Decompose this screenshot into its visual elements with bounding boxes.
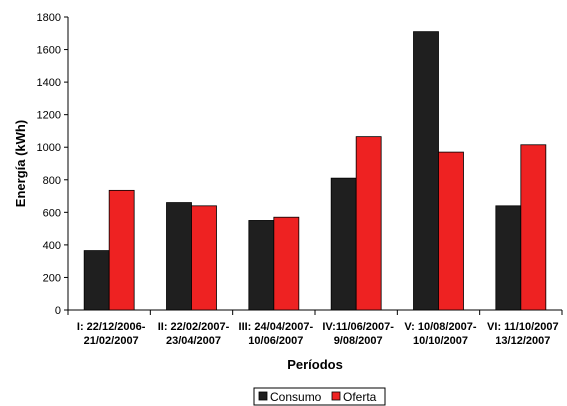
legend-box [253,387,386,406]
bar-consumo [83,250,110,311]
x-tick-label: 13/12/2007 [495,335,550,347]
y-tick-label: 1000 [37,142,61,154]
bar-oferta [355,136,382,311]
x-axis-title: Períodos [287,357,343,372]
y-tick-label: 1200 [37,110,61,122]
legend-swatch-oferta [331,391,341,401]
legend-swatch-consumo [258,391,268,401]
bar-oferta [191,205,217,311]
y-tick-label: 600 [43,207,61,219]
y-tick-label: 200 [43,272,61,284]
x-tick-label: 10/10/2007 [413,335,468,347]
x-tick-label: IV:11/06/2007- [322,321,394,333]
y-tick-label: 1800 [37,12,61,24]
y-tick-label: 1600 [37,45,61,57]
legend: Consumo Oferta [253,387,386,406]
legend-label-oferta: Oferta [343,390,377,404]
x-tick-label: VI: 11/10/2007 [487,321,559,333]
bar-oferta [438,151,464,311]
bar-oferta [520,144,547,311]
y-tick-label: 400 [43,240,61,252]
x-tick-label: V: 10/08/2007- [404,321,477,333]
bar-consumo [495,205,522,311]
y-tick-label: 0 [55,305,61,317]
x-tick-label: I: 22/12/2006- [77,321,146,333]
x-tick-label: 21/02/2007 [84,335,139,347]
bar-consumo [248,220,275,311]
y-tick-label: 800 [43,175,61,187]
x-tick-label: II: 22/02/2007- [158,321,230,333]
x-tick-label: 23/04/2007 [166,335,221,347]
y-tick-label: 1400 [37,77,61,89]
bar-oferta [108,189,135,311]
bar-consumo [330,177,357,311]
bar-consumo [413,31,439,311]
legend-label-consumo: Consumo [270,390,322,404]
x-tick-label: III: 24/04/2007- [239,321,314,333]
bar-oferta [273,216,300,311]
y-axis-title: Energía (kWh) [13,120,28,207]
x-tick-label: 10/06/2007 [248,335,303,347]
x-tick-label: 9/08/2007 [334,335,383,347]
plot-area: 0 200 400 600 800 1000 1200 1400 1600 1800 I: 22/1… [37,12,563,347]
bar-consumo [166,202,192,311]
